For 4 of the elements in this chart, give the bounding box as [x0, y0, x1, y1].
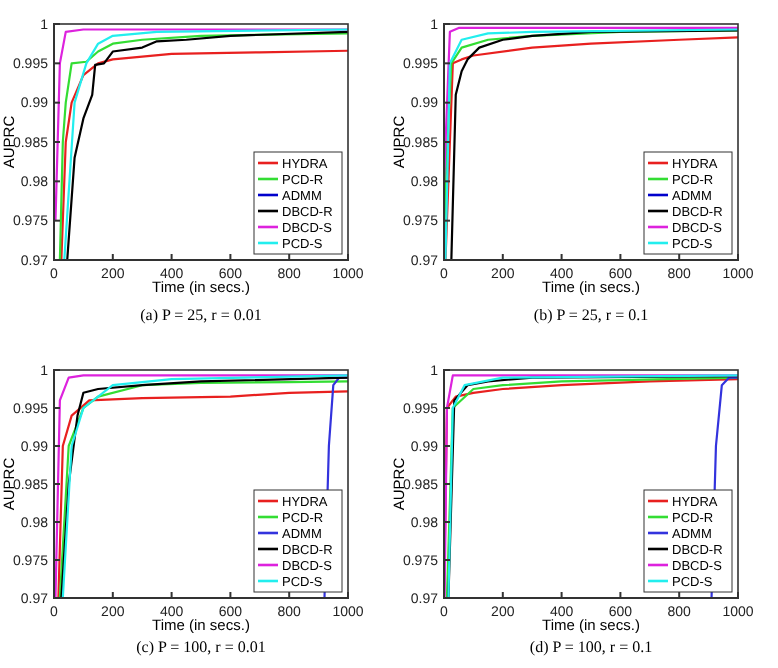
text: (c) P = 100, r = 0.01 — [136, 638, 266, 656]
text: (a) P = 25, r = 0.01 — [140, 306, 262, 324]
text: (d) P = 100, r = 0.1 — [529, 638, 653, 656]
text: (b) P = 25, r = 0.1 — [533, 306, 649, 324]
